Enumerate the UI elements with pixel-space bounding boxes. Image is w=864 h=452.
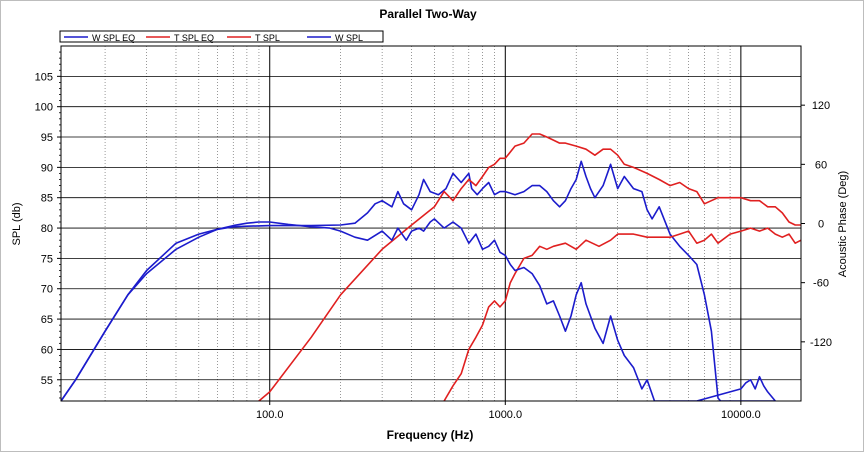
y-tick-label: 65 — [41, 314, 53, 326]
legend: W SPL EQ T SPL EQ T SPL W SPL — [59, 30, 384, 43]
y-tick-label: 85 — [41, 193, 53, 205]
legend-box — [59, 30, 384, 43]
y-tick-label: 100 — [35, 102, 53, 114]
y-tick-label: 75 — [41, 253, 53, 265]
y2-tick-label: 0 — [818, 219, 824, 231]
y-tick-label: 55 — [41, 375, 53, 387]
series-line-w-spl — [61, 218, 776, 401]
series-line-t-spl-eq — [258, 133, 801, 401]
y-tick-label: 105 — [35, 71, 53, 83]
axes: 55 60 65 70 75 80 85 90 95 100 105 -120 -60 0 60 120 100… — [35, 45, 832, 421]
grid — [61, 46, 801, 401]
y2-tick-label: 60 — [815, 159, 827, 171]
y-tick-label: 60 — [41, 344, 53, 356]
y2-tick-label: 120 — [812, 100, 830, 112]
legend-label-w-spl-eq: W SPL EQ — [92, 33, 135, 43]
y2-axis-label: Acoustic Phase (Deg) — [837, 171, 849, 277]
x-tick-label: 10000.0 — [721, 409, 761, 421]
legend-label-t-spl: T SPL — [255, 33, 280, 43]
y-axis-label: SPL (db) — [11, 202, 23, 245]
legend-label-w-spl: W SPL — [335, 33, 363, 43]
chart-title: Parallel Two-Way — [379, 7, 477, 21]
series-group — [61, 133, 801, 401]
legend-label-t-spl-eq: T SPL EQ — [174, 33, 214, 43]
y2-tick-label: -60 — [813, 278, 829, 290]
y2-tick-label: -120 — [810, 337, 832, 349]
series-line-w-spl-eq — [61, 160, 776, 401]
series-line-t-spl — [443, 227, 801, 401]
y-tick-label: 80 — [41, 223, 53, 235]
y-tick-label: 95 — [41, 132, 53, 144]
y-tick-label: 70 — [41, 284, 53, 296]
x-axis-label: Frequency (Hz) — [387, 428, 474, 442]
plot-border — [60, 45, 802, 402]
y-tick-label: 90 — [41, 162, 53, 174]
x-tick-label: 100.0 — [256, 409, 284, 421]
plot-area — [61, 46, 801, 401]
x-tick-label: 1000.0 — [488, 409, 522, 421]
